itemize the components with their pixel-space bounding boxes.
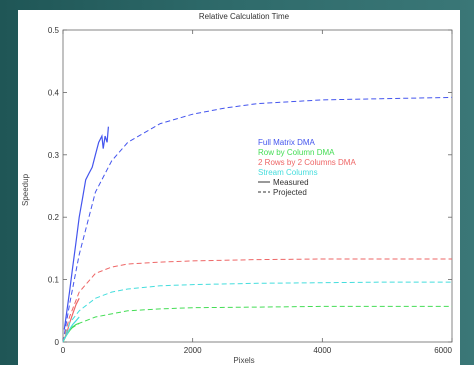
plot-frame: [62, 29, 453, 343]
y-tick-label: 0.3: [48, 151, 60, 160]
x-axis-label: Pixels: [233, 356, 254, 365]
stream-columns-measured-line: [63, 316, 80, 340]
full-matrix-dma-projected-line: [62, 96, 453, 343]
legend-entry: Row by Column DMA: [258, 148, 335, 157]
legend-entry: Stream Columns: [258, 168, 318, 177]
x-tick-label: 2000: [184, 346, 202, 355]
stream-columns-projected-line: [62, 281, 452, 343]
full-matrix-dma-measured-line: [63, 126, 109, 330]
y-tick-label: 0.5: [48, 26, 60, 35]
x-tick-label: 6000: [434, 346, 452, 355]
y-tick-label: 0.1: [48, 276, 60, 285]
legend-entry: 2 Rows by 2 Columns DMA: [258, 158, 356, 167]
2-rows-by-2-columns-dma-measured-line: [63, 298, 80, 340]
legend-entry: Projected: [273, 188, 307, 197]
legend-entry: Full Matrix DMA: [258, 138, 316, 147]
legend-entry: Measured: [273, 178, 309, 187]
y-tick-label: 0.4: [48, 88, 60, 97]
x-tick-label: 0: [61, 346, 66, 355]
chart-title: Relative Calculation Time: [199, 12, 290, 21]
chart-svg: Relative Calculation Time Pixels Speedup…: [21, 12, 453, 365]
2-rows-by-2-columns-dma-projected-line: [62, 258, 452, 343]
y-tick-label: 0: [55, 338, 60, 347]
y-tick-label: 0.2: [48, 213, 60, 222]
row-by-column-dma-projected-line: [62, 305, 452, 343]
y-axis-label: Speedup: [21, 173, 30, 206]
chart-figure: Relative Calculation Time Pixels Speedup…: [18, 10, 460, 365]
x-tick-label: 4000: [313, 346, 331, 355]
